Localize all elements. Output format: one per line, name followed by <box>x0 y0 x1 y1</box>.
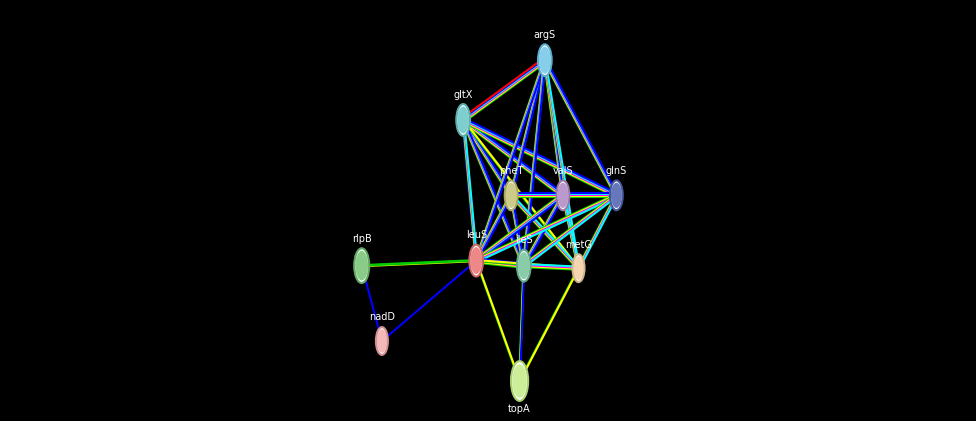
Text: nadD: nadD <box>369 312 395 322</box>
Ellipse shape <box>574 256 584 280</box>
Ellipse shape <box>556 181 569 210</box>
Ellipse shape <box>539 47 550 74</box>
Ellipse shape <box>538 44 551 76</box>
Text: pheT: pheT <box>499 166 523 176</box>
Ellipse shape <box>469 245 483 277</box>
Ellipse shape <box>511 361 528 401</box>
Text: gltX: gltX <box>454 90 472 100</box>
Text: argS: argS <box>534 30 556 40</box>
Ellipse shape <box>458 107 469 133</box>
Text: topA: topA <box>508 404 531 414</box>
Text: ileS: ileS <box>515 235 533 245</box>
Ellipse shape <box>457 104 470 136</box>
Ellipse shape <box>610 181 623 210</box>
Ellipse shape <box>611 183 622 208</box>
Ellipse shape <box>376 327 387 355</box>
Text: valS: valS <box>552 166 573 176</box>
Text: leuS: leuS <box>466 230 487 240</box>
Ellipse shape <box>354 248 369 283</box>
Text: rlpB: rlpB <box>351 234 372 244</box>
Ellipse shape <box>505 181 517 210</box>
Ellipse shape <box>573 254 585 282</box>
Ellipse shape <box>470 247 482 274</box>
Ellipse shape <box>355 251 368 280</box>
Text: glnS: glnS <box>606 166 627 176</box>
Ellipse shape <box>506 183 516 208</box>
Text: metG: metG <box>565 240 592 250</box>
Ellipse shape <box>518 252 530 279</box>
Ellipse shape <box>377 329 387 353</box>
Ellipse shape <box>557 183 568 208</box>
Ellipse shape <box>517 250 531 282</box>
Ellipse shape <box>512 364 527 398</box>
